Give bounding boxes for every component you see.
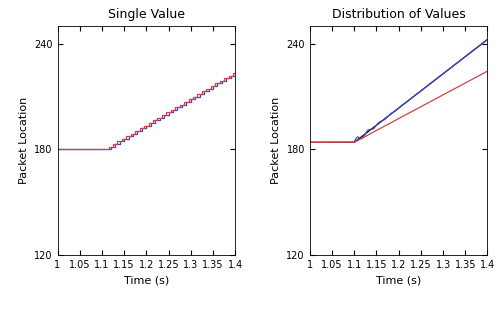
- X-axis label: Time (s): Time (s): [376, 275, 422, 285]
- Title: Single Value: Single Value: [108, 8, 185, 21]
- Title: Distribution of Values: Distribution of Values: [332, 8, 466, 21]
- Y-axis label: Packet Location: Packet Location: [271, 97, 281, 184]
- X-axis label: Time (s): Time (s): [124, 275, 169, 285]
- Y-axis label: Packet Location: Packet Location: [18, 97, 28, 184]
